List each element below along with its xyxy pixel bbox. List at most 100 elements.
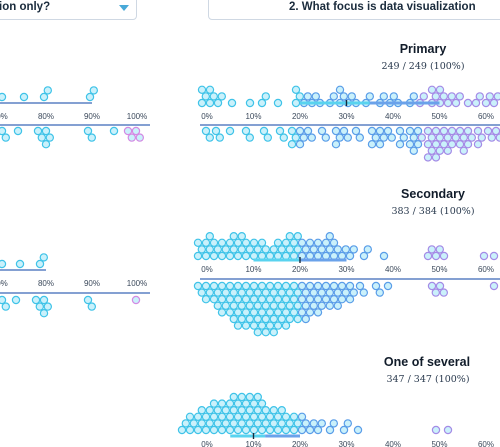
one-of-several-upper-dot [221,406,230,415]
secondary-upper-dot [201,238,211,247]
primary-tick-label: 60% [478,112,494,121]
secondary-lower-dot [281,295,291,304]
one-of-several-upper-dot [205,419,214,428]
secondary-lower-dot [241,321,251,330]
primary-upper-dot [201,92,210,101]
secondary-lower-dot [297,295,307,304]
primary-upper-dot [329,92,338,101]
secondary-upper-dot [321,238,331,247]
one-of-several-upper-dot [339,425,349,435]
secondary-lower-dot [293,314,302,324]
secondary-lower-dot [305,295,315,304]
left-mid-lower-dot [83,295,93,305]
one-of-several-upper-dot [233,412,243,421]
one-of-several-upper-dot [325,425,335,435]
one-of-several-upper-dot [225,399,235,408]
secondary-lower-dot [293,301,302,310]
secondary-lower-dot [229,301,238,310]
secondary-lower-dot [285,301,294,310]
left-mid-upper-dot [35,259,45,269]
primary-lower-dot [413,139,423,149]
one-of-several-upper-dot [297,412,307,421]
one-of-several-upper-dot [217,399,227,408]
left-mid-lower-dot [131,295,141,305]
one-of-several-upper-dot [317,419,326,428]
panel-count-primary: 249 / 249 (100%) [381,61,465,72]
secondary-upper-dot [329,238,339,247]
left-top-lower-dot [123,126,133,136]
left-top-lower-dot [33,126,43,136]
primary-lower-dot [447,126,457,136]
left-mid-upper-dot [15,259,25,269]
secondary-lower-dot [273,321,283,330]
secondary-lower-dot [375,288,384,297]
secondary-lower-dot [289,295,299,304]
primary-upper-dot [447,92,456,101]
primary-upper-dot [427,85,437,95]
secondary-lower-dot [265,321,275,330]
primary-upper-dot [311,92,320,101]
secondary-lower-dot [217,281,227,291]
secondary-lower-dot [341,288,350,297]
primary-lower-dot [317,126,327,136]
secondary-upper-dot [423,251,433,261]
secondary-lower-dot [285,314,294,324]
primary-lower-dot [367,126,377,136]
primary-lower-dot [447,139,457,149]
left-top-tick-label: 90% [84,112,100,121]
left-mid-lower-dot [1,302,11,311]
one-of-several-upper-dot [309,419,318,428]
secondary-lower-dot [241,295,251,304]
one-of-several-upper-dot [277,419,286,428]
primary-upper-dot [291,98,301,108]
secondary-upper-dot [427,245,436,254]
secondary-lower-dot [257,308,267,317]
secondary-lower-dot [317,301,326,310]
primary-lower-dot [443,133,452,142]
secondary-upper-dot [205,231,214,241]
panel-title-secondary: Secondary [401,187,465,201]
primary-lower-dot [427,133,436,142]
primary-upper-dot [213,98,223,108]
one-of-several-upper-dot [237,419,246,428]
primary-lower-dot [225,126,235,136]
left-mid-lower-dot [35,302,45,311]
secondary-lower-dot [241,308,251,317]
secondary-upper-dot [313,238,323,247]
one-of-several-upper-dot [237,392,246,402]
primary-lower-dot [423,139,433,149]
chevron-down-icon[interactable] [119,5,129,11]
secondary-upper-dot [309,245,318,254]
question-dropdown-left[interactable]: ion only? [0,0,137,20]
left-top-lower-dot [41,139,51,149]
question-dropdown-right[interactable]: 2. What focus is data visualization [208,0,500,20]
primary-lower-dot [483,126,493,136]
one-of-several-upper-dot [313,425,323,435]
secondary-upper-dot [269,245,278,254]
secondary-lower-dot [349,288,358,297]
primary-lower-dot [431,139,441,149]
secondary-lower-dot [217,295,227,304]
secondary-lower-dot [233,308,243,317]
panel-title-one-of-several: One of several [383,355,471,369]
primary-lower-dot [473,126,483,136]
secondary-lower-dot [249,295,259,304]
secondary-upper-dot [241,238,251,247]
secondary-lower-dot [345,281,355,291]
secondary-upper-dot [209,251,219,261]
primary-lower-dot [287,139,297,149]
left-top-lower-dot [41,126,51,136]
one-of-several-upper-dot [229,406,238,415]
left-top-lower-dot [0,126,7,136]
secondary-lower-dot [257,321,267,330]
secondary-lower-dot [431,288,440,297]
primary-lower-dot [387,133,396,142]
one-of-several-upper-dot [305,425,315,435]
primary-upper-dot [431,92,440,101]
secondary-upper-dot [221,245,230,254]
primary-upper-dot [481,98,491,108]
one-of-several-tick-label: 50% [431,440,447,447]
secondary-upper-dot [229,245,238,254]
secondary-lower-dot [325,301,334,310]
